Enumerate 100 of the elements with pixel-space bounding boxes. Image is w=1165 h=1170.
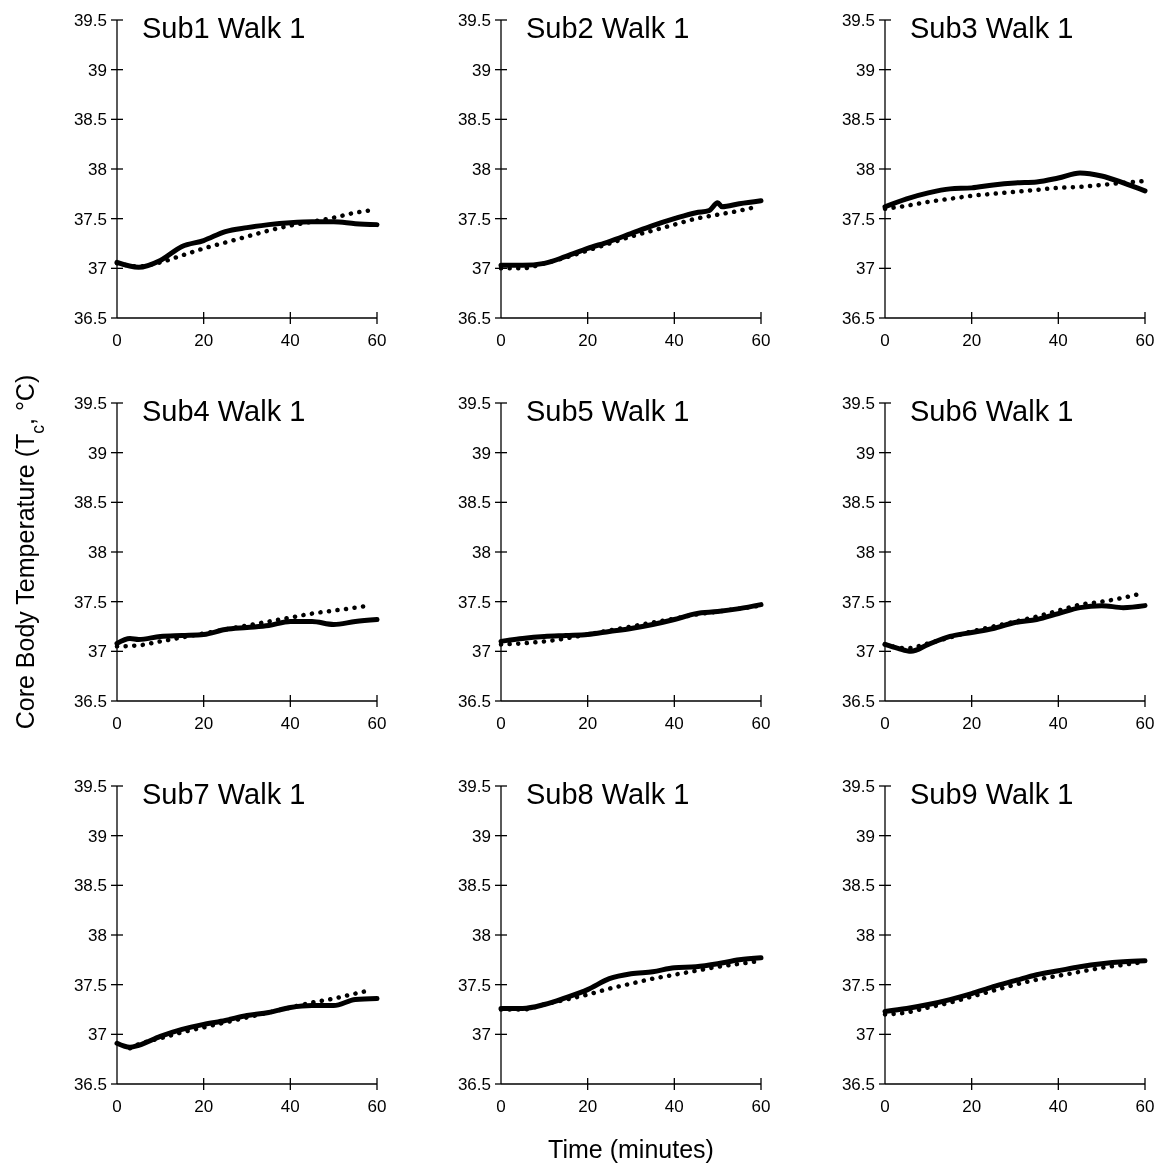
x-tick-label: 40 <box>664 1097 684 1116</box>
y-tick-label: 36.5 <box>73 1074 107 1094</box>
x-tick-label: 40 <box>280 331 300 350</box>
y-tick-label: 37 <box>856 1025 875 1045</box>
y-tick-label: 36.5 <box>73 308 107 328</box>
y-tick-label: 37.5 <box>73 592 107 612</box>
y-tick-label: 36.5 <box>841 691 875 711</box>
y-tick-label: 36.5 <box>841 308 875 328</box>
y-tick-label: 37 <box>88 642 107 662</box>
y-tick-label: 39.5 <box>457 393 491 413</box>
y-tick-label: 37.5 <box>841 592 875 612</box>
x-axis-title: Time (minutes) <box>548 1135 714 1163</box>
y-tick-label: 37.5 <box>457 975 491 995</box>
y-tick-label: 39 <box>856 60 875 80</box>
x-tick-label: 40 <box>664 714 684 733</box>
y-tick-label: 37.5 <box>73 209 107 229</box>
y-tick-label: 39.5 <box>73 393 107 413</box>
y-tick-label: 37 <box>472 259 491 279</box>
y-tick-label: 36.5 <box>841 1074 875 1094</box>
x-tick-label: 20 <box>578 1097 598 1116</box>
y-tick-label: 38 <box>856 159 875 179</box>
chart-title: Sub4 Walk 1 <box>142 395 306 427</box>
y-tick-label: 38 <box>88 925 107 945</box>
x-tick-label: 0 <box>880 714 890 733</box>
y-tick-label: 39 <box>88 60 107 80</box>
y-tick-label: 39.5 <box>841 776 875 796</box>
y-tick-label: 37 <box>472 1025 491 1045</box>
chart-title: Sub8 Walk 1 <box>526 778 690 810</box>
y-tick-label: 38.5 <box>841 110 875 130</box>
y-tick-label: 38.5 <box>457 493 491 513</box>
y-tick-label: 37 <box>856 642 875 662</box>
y-tick-label: 36.5 <box>73 691 107 711</box>
y-tick-label: 37.5 <box>457 592 491 612</box>
y-tick-label: 37 <box>856 259 875 279</box>
x-tick-label: 60 <box>367 331 387 350</box>
y-tick-label: 39 <box>472 443 491 463</box>
x-tick-label: 20 <box>578 331 598 350</box>
x-tick-label: 0 <box>496 714 506 733</box>
y-tick-label: 39.5 <box>73 10 107 30</box>
y-tick-label: 38 <box>88 542 107 562</box>
y-tick-label: 38.5 <box>457 876 491 896</box>
x-tick-label: 0 <box>880 1097 890 1116</box>
y-tick-label: 38.5 <box>841 876 875 896</box>
y-tick-label: 38 <box>472 542 491 562</box>
y-tick-label: 39 <box>472 826 491 846</box>
x-tick-label: 20 <box>578 714 598 733</box>
y-tick-label: 37.5 <box>73 975 107 995</box>
y-tick-label: 39.5 <box>457 10 491 30</box>
chart-title: Sub5 Walk 1 <box>526 395 690 427</box>
x-tick-label: 40 <box>1048 1097 1068 1116</box>
y-tick-label: 38.5 <box>457 110 491 130</box>
x-tick-label: 40 <box>280 714 300 733</box>
x-tick-label: 40 <box>280 1097 300 1116</box>
chart-title: Sub7 Walk 1 <box>142 778 306 810</box>
x-tick-label: 20 <box>194 331 214 350</box>
x-tick-label: 0 <box>112 1097 122 1116</box>
chart-title: Sub6 Walk 1 <box>910 395 1074 427</box>
x-tick-label: 40 <box>1048 714 1068 733</box>
y-tick-label: 37 <box>88 259 107 279</box>
y-tick-label: 37.5 <box>841 975 875 995</box>
y-tick-label: 38 <box>88 159 107 179</box>
x-tick-label: 60 <box>751 714 771 733</box>
chart-title: Sub3 Walk 1 <box>910 12 1074 44</box>
y-tick-label: 37.5 <box>841 209 875 229</box>
y-tick-label: 38 <box>856 925 875 945</box>
y-tick-label: 38.5 <box>73 876 107 896</box>
x-tick-label: 20 <box>962 1097 982 1116</box>
y-tick-label: 36.5 <box>457 691 491 711</box>
y-tick-label: 38 <box>472 159 491 179</box>
x-tick-label: 60 <box>1135 331 1155 350</box>
x-tick-label: 60 <box>367 1097 387 1116</box>
y-tick-label: 38 <box>472 925 491 945</box>
y-tick-label: 39.5 <box>841 10 875 30</box>
y-tick-label: 38.5 <box>73 493 107 513</box>
y-tick-label: 37 <box>472 642 491 662</box>
x-tick-label: 0 <box>496 1097 506 1116</box>
y-tick-label: 37 <box>88 1025 107 1045</box>
y-tick-label: 39 <box>856 443 875 463</box>
y-tick-label: 39 <box>472 60 491 80</box>
x-tick-label: 60 <box>1135 714 1155 733</box>
x-tick-label: 20 <box>194 1097 214 1116</box>
x-tick-label: 20 <box>962 331 982 350</box>
x-tick-label: 60 <box>367 714 387 733</box>
chart-title: Sub9 Walk 1 <box>910 778 1074 810</box>
x-tick-label: 20 <box>962 714 982 733</box>
y-tick-label: 39.5 <box>73 776 107 796</box>
y-tick-label: 36.5 <box>457 308 491 328</box>
y-tick-label: 39 <box>88 826 107 846</box>
x-tick-label: 0 <box>112 714 122 733</box>
chart-title: Sub1 Walk 1 <box>142 12 306 44</box>
y-tick-label: 38.5 <box>841 493 875 513</box>
y-tick-label: 37.5 <box>457 209 491 229</box>
x-tick-label: 20 <box>194 714 214 733</box>
y-tick-label: 38.5 <box>73 110 107 130</box>
y-tick-label: 39.5 <box>841 393 875 413</box>
x-tick-label: 60 <box>751 1097 771 1116</box>
x-tick-label: 40 <box>1048 331 1068 350</box>
y-tick-label: 39 <box>88 443 107 463</box>
y-tick-label: 39 <box>856 826 875 846</box>
x-tick-label: 0 <box>112 331 122 350</box>
